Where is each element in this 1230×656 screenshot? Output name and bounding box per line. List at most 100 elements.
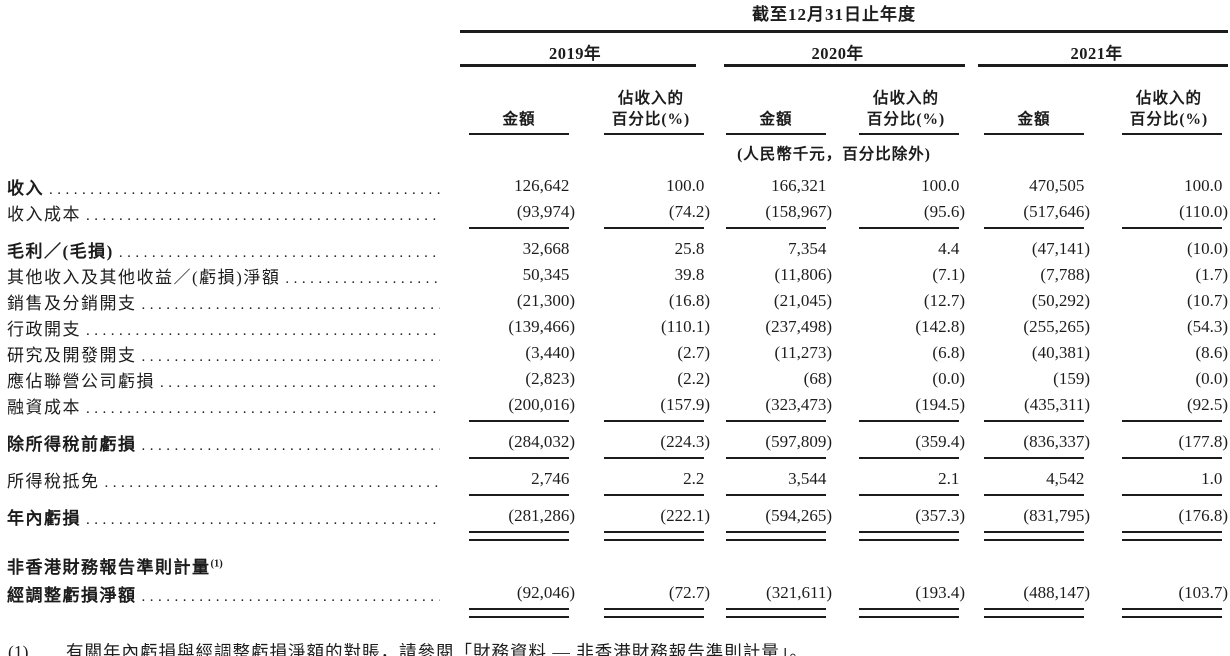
header-rule-line	[859, 133, 959, 135]
value-cell: (831,795)	[1023, 506, 1090, 525]
value-cell	[575, 546, 710, 580]
rule-line	[984, 608, 1084, 618]
value-cell: (6.8)	[932, 343, 965, 362]
single-rule-row	[0, 418, 1228, 429]
header-rule-line	[984, 133, 1084, 135]
value-cell: 2,746)	[531, 469, 570, 488]
value-cell: (597,809)	[765, 432, 832, 451]
rule-line	[859, 457, 959, 459]
table-row: 經調整虧損淨額 (92,046) (72.7) (321,611) (193.4) (48…	[0, 580, 1228, 606]
value-cell: (357.3)	[915, 506, 965, 525]
value-cell: (21,300)	[516, 291, 575, 310]
value-cell: (54.3)	[1186, 317, 1229, 336]
year-rule-line	[460, 64, 696, 67]
value-cell: (3,440)	[525, 343, 575, 362]
value-cell: 3,544)	[788, 469, 827, 488]
dot-leader	[137, 438, 441, 455]
table-row: 所得稅抵免 2,746) 2.2) 3,544) 2.1) 4,542) 1.0)	[0, 466, 1228, 492]
value-cell: (10.7)	[1186, 291, 1229, 310]
year-header-2021: 2021年	[1070, 44, 1123, 63]
value-cell: (177.8)	[1178, 432, 1229, 451]
period-header: 截至12月31日止年度	[752, 5, 917, 24]
rule-line	[469, 457, 569, 459]
rule-line	[604, 494, 704, 496]
rule-line	[859, 420, 959, 422]
value-cell: 166,321)	[771, 176, 827, 195]
value-cell: (237,498)	[765, 317, 832, 336]
value-cell: (12.7)	[923, 291, 965, 310]
value-cell: (159)	[1053, 369, 1090, 388]
rule-line	[984, 227, 1084, 229]
rule-line	[726, 531, 826, 541]
dot-leader	[44, 182, 440, 199]
value-cell: (517,646)	[1023, 202, 1090, 221]
value-cell: (224.3)	[660, 432, 710, 451]
double-rule-row	[0, 529, 1228, 546]
percent-column-header: 佔收入的 百分比(%)	[592, 89, 710, 131]
value-cell	[440, 546, 575, 580]
value-cell: (323,473)	[765, 395, 832, 414]
spacer-row	[0, 165, 1228, 173]
table-row: 收入 126,642) 100.0) 166,321) 100.0) 470,505) 10…	[0, 173, 1228, 199]
value-cell: (16.8)	[668, 291, 710, 310]
dot-leader	[81, 512, 440, 529]
value-cell: (194.5)	[915, 395, 965, 414]
header-rule-line	[726, 133, 826, 135]
value-cell: (157.9)	[660, 395, 710, 414]
dot-leader	[280, 271, 440, 288]
rule-line	[1122, 531, 1223, 541]
value-cell: (359.4)	[915, 432, 965, 451]
value-cell: (435,311)	[1024, 395, 1090, 414]
row-label: 行政開支	[7, 319, 81, 339]
rule-line	[604, 608, 704, 618]
rule-line	[469, 494, 569, 496]
column-header-row: 金額 佔收入的 百分比(%) 金額 佔收入的 百分比(%) 金額 佔收入的 百分比(%…	[0, 77, 1228, 131]
rule-line	[726, 608, 826, 618]
value-cell: (50,292)	[1031, 291, 1090, 310]
value-cell: (0.0)	[932, 369, 965, 388]
value-cell: (2,823)	[525, 369, 575, 388]
value-cell: 2.2)	[683, 469, 705, 488]
row-label: 除所得稅前虧損	[7, 434, 137, 454]
value-cell: (93,974)	[516, 202, 575, 221]
amount-column-header: 金額	[1017, 111, 1051, 129]
value-cell: (836,337)	[1023, 432, 1090, 451]
table-row: 其他收入及其他收益／(虧損)淨額 50,345) 39.8) (11,806) (7.1…	[0, 262, 1228, 288]
year-header-2020: 2020年	[811, 44, 864, 63]
value-cell: 2.1)	[938, 469, 960, 488]
percent-header-line1: 佔收入的	[872, 90, 939, 108]
year-rule-line	[724, 64, 965, 67]
header-rule-line	[1122, 133, 1223, 135]
value-cell: (284,032)	[508, 432, 575, 451]
row-label: 其他收入及其他收益／(虧損)淨額	[7, 267, 281, 287]
row-label: 年內虧損	[7, 508, 81, 528]
percent-header-line1: 佔收入的	[617, 90, 684, 108]
value-cell: (11,806)	[774, 265, 832, 284]
value-cell: (72.7)	[668, 583, 710, 602]
dot-leader	[137, 589, 441, 606]
row-label: 毛利／(毛損)	[7, 241, 114, 261]
table-row: 年內虧損 (281,286) (222.1) (594,265) (357.3) (831…	[0, 503, 1228, 529]
table-row: 研究及開發開支 (3,440) (2.7) (11,273) (6.8) (40,381)…	[0, 340, 1228, 366]
rule-line	[984, 420, 1084, 422]
dot-leader	[81, 323, 440, 340]
table-row: 應佔聯營公司虧損 (2,823) (2.2) (68) (0.0) (159) (0.0)	[0, 366, 1228, 392]
value-cell: 126,642)	[514, 176, 570, 195]
percent-header-line2: 百分比(%)	[1129, 111, 1209, 129]
percent-header-line2: 百分比(%)	[866, 111, 946, 129]
value-cell: 4.4)	[938, 239, 960, 258]
value-cell: (158,967)	[765, 202, 832, 221]
value-cell: (176.8)	[1178, 506, 1229, 525]
rule-line	[469, 608, 569, 618]
value-cell: (110.0)	[1179, 202, 1229, 221]
value-cell: (2.7)	[677, 343, 710, 362]
amount-column-header: 金額	[759, 111, 793, 129]
table-row: 非香港財務報告準則計量(1)	[0, 546, 1228, 580]
value-cell: 100.0)	[921, 176, 960, 195]
value-cell: (92.5)	[1186, 395, 1229, 414]
row-label: 應佔聯營公司虧損	[7, 371, 155, 391]
row-label: 銷售及分銷開支	[7, 293, 137, 313]
value-cell: (92,046)	[516, 583, 575, 602]
row-label: 經調整虧損淨額	[7, 585, 137, 605]
table-row: 毛利／(毛損) 32,668) 25.8) 7,354) 4.4) (47,141) (10…	[0, 236, 1228, 262]
